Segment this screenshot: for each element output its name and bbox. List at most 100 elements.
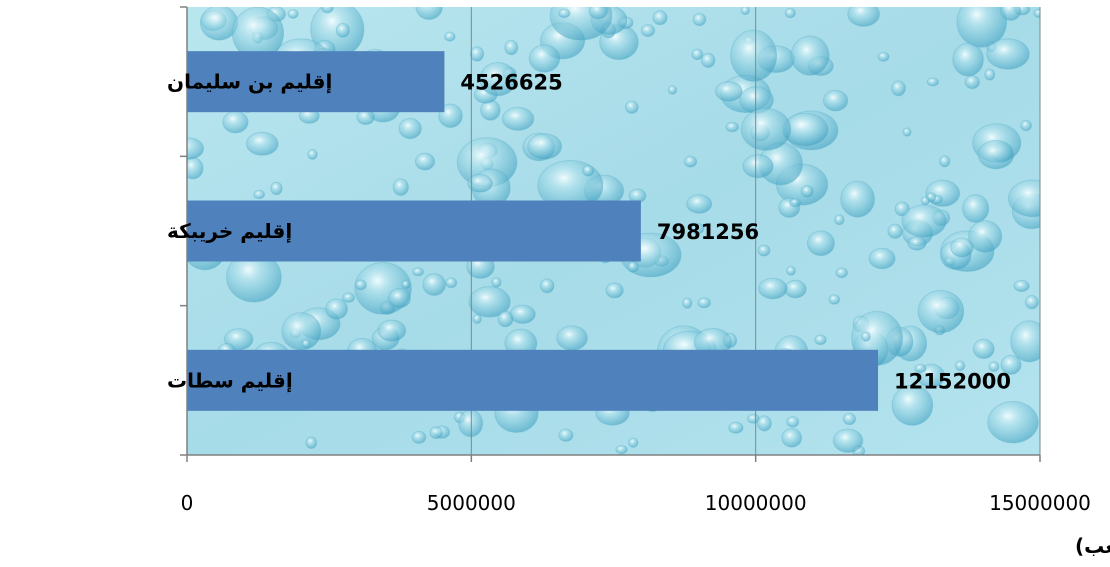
droplet [356,109,375,125]
droplet [840,180,876,218]
droplet [725,121,740,133]
droplet [789,198,802,208]
droplet [387,287,411,309]
droplet [605,282,624,299]
droplet [377,319,407,342]
droplet [728,421,744,434]
droplet [781,428,803,448]
category-label: إقليم بن سليمان [167,70,332,94]
droplet [682,297,693,309]
droplet [847,7,881,27]
bars [187,51,879,411]
droplet [986,38,1030,70]
droplet [414,152,436,171]
droplet [469,46,485,62]
droplet [628,437,639,448]
droplet [429,426,443,440]
droplet [325,298,348,320]
droplet [222,110,249,134]
droplet [756,415,772,432]
category-label: إقليم سطات [167,368,293,392]
droplet [415,7,443,20]
x-tick-label: 5000000 [427,491,516,515]
droplet [1020,119,1032,132]
droplet [902,127,912,137]
droplet [901,204,947,238]
droplet [800,184,814,198]
droplet [686,194,713,214]
droplet [1013,279,1030,292]
droplet [952,42,984,77]
droplet [987,401,1039,444]
droplet [977,139,1015,170]
droplet [1000,7,1022,21]
data-label: 4526625 [460,71,562,95]
droplet [984,68,996,81]
droplet [335,22,351,38]
droplet [920,196,930,206]
droplet [954,360,966,372]
droplet [187,137,205,160]
axes [180,6,1041,462]
droplet [615,444,628,455]
droplet [270,181,283,196]
droplet [860,331,871,342]
droplet [667,85,678,95]
droplet [926,77,939,87]
value-labels: 4526625 7981256 12152000 [460,71,1011,394]
droplet [412,267,425,277]
droplet [398,117,422,140]
droplet [287,8,299,19]
droplet [245,131,279,156]
x-axis-title: الإستهلاك ( بالمتر مكعب) [1075,534,1110,558]
bar [187,349,879,411]
droplet [301,339,311,349]
droplet [784,279,807,299]
droplet [307,148,318,160]
droplet [479,62,517,97]
data-label: 7981256 [657,220,759,244]
droplet [445,277,458,289]
droplet [835,267,848,279]
droplet [914,363,927,373]
droplet [683,155,698,168]
droplet [281,312,322,351]
droplet [1033,8,1040,18]
droplet [784,7,796,19]
droplet [253,189,266,200]
droplet [504,39,519,56]
droplet [814,334,827,346]
droplet [342,292,356,303]
droplet [758,277,788,300]
droplet [714,80,743,102]
droplet [968,220,1003,253]
droplet [624,100,639,114]
droplet [834,214,845,226]
category-labels: إقليم بن سليمان إقليم خريبكة إقليم سطات [167,70,332,393]
droplet [988,361,1000,372]
droplet [582,164,595,177]
bar [187,51,445,113]
droplet [411,430,427,444]
category-label: إقليم خريبكة [167,219,292,243]
droplet [1000,354,1022,375]
droplet [305,436,318,449]
droplet [588,7,608,20]
x-tick-label: 10000000 [705,491,807,515]
droplet [757,244,771,257]
droplet [691,48,704,61]
droplet [877,51,890,62]
droplet [891,384,934,426]
droplet [742,154,774,179]
droplet [497,310,514,328]
droplet [1024,294,1039,310]
droplet [828,294,841,305]
droplet [956,7,1008,48]
droplet [891,80,906,97]
droplet [1007,179,1040,218]
x-tick-label: 0 [181,491,194,515]
droplet [740,7,751,16]
droplet [868,247,896,270]
droplet [467,173,494,193]
droplet [458,409,484,438]
